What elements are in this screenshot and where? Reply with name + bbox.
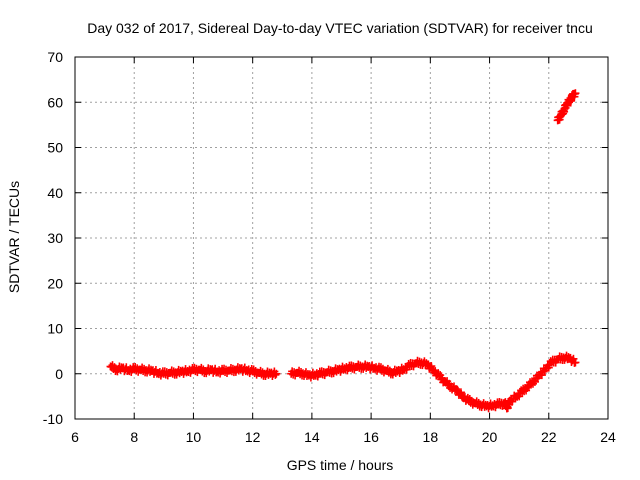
data-point-interp [271, 370, 280, 379]
data-point-interp [456, 388, 465, 397]
y-tick-label: 0 [55, 366, 63, 382]
y-tick-label: -10 [43, 411, 63, 427]
x-tick-label: 12 [245, 429, 261, 445]
grid-layer [75, 57, 608, 419]
data-point-interp [427, 362, 436, 371]
chart-title: Day 032 of 2017, Sidereal Day-to-day VTE… [87, 20, 593, 36]
x-tick-label: 22 [541, 429, 557, 445]
x-tick-label: 6 [71, 429, 79, 445]
y-axis-label: SDTVAR / TECUs [6, 181, 22, 293]
axis-layer: 6 8 10 12 14 16 18 20 22 24 -10 0 10 20 30 40 50 60 70 [43, 49, 616, 445]
y-tick-label: 60 [47, 94, 63, 110]
x-axis-label: GPS time / hours [287, 457, 394, 473]
x-tick-label: 24 [600, 429, 616, 445]
x-tick-label: 18 [423, 429, 439, 445]
y-tick-label: 10 [47, 321, 63, 337]
x-tick-label: 20 [482, 429, 498, 445]
y-tick-label: 30 [47, 230, 63, 246]
data-layer [106, 89, 580, 413]
data-point [272, 369, 281, 378]
data-point [571, 89, 580, 98]
y-tick-label: 20 [47, 275, 63, 291]
y-tick-label: 70 [47, 49, 63, 65]
x-tick-label: 14 [304, 429, 320, 445]
y-tick-label: 50 [47, 140, 63, 156]
x-tick-label: 16 [363, 429, 379, 445]
data-point [571, 358, 580, 367]
x-tick-label: 8 [130, 429, 138, 445]
x-tick-label: 10 [186, 429, 202, 445]
y-tick-label: 40 [47, 185, 63, 201]
